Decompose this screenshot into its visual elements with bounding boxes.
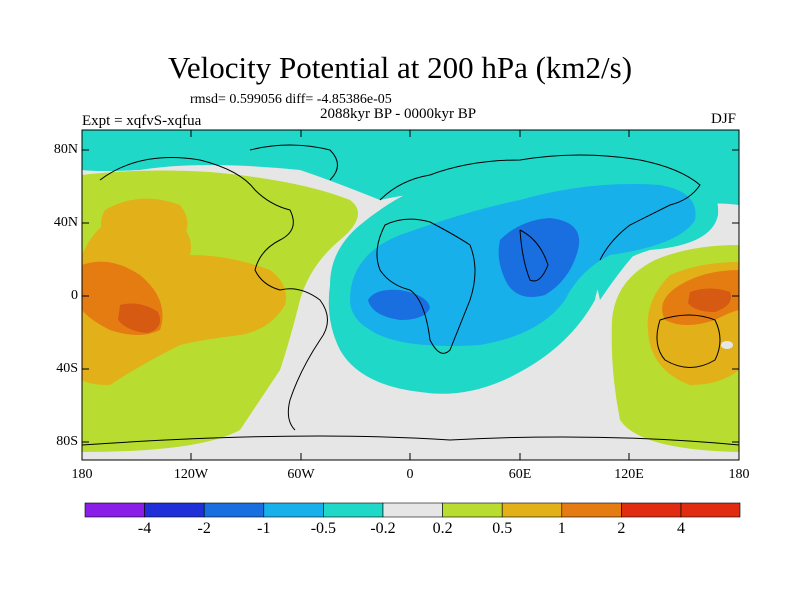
colorbar-label: -0.2 [370,520,396,537]
colorbar [84,502,741,518]
lat-label-40s: 40S [56,361,78,376]
colorbar-label: -0.5 [310,520,337,537]
lon-label-60w: 60W [287,467,315,482]
colorbar-box-6 [442,502,503,518]
pacific-positive-core [118,303,161,333]
lon-label-180e: 180 [728,467,750,482]
lon-label-180w: 180 [71,467,93,482]
colorbar-label: 4 [677,520,685,537]
maritime-positive-core [688,288,731,312]
experiment-label: Expt = xqfvS-xqfua [82,113,202,129]
lat-label-80s: 80S [56,434,78,449]
colorbar-box-9 [621,502,682,518]
map-title: Velocity Potential at 200 hPa (km2/s) [167,50,633,85]
colorbar-box-5 [382,502,443,518]
stats-text: rmsd= 0.599056 diff= -4.85386e-05 [190,92,392,107]
colorbar-box-3 [263,502,324,518]
coastlines [82,144,739,446]
colorbar-label: -4 [137,520,152,537]
colorbar-label: 0.2 [432,520,453,537]
colorbar-label: 2 [617,520,626,537]
axis-ticks [82,130,739,460]
lat-label-40n: 40N [53,215,78,230]
colorbar-label: -1 [257,520,271,537]
colorbar-box-10 [680,502,741,518]
colorbar-label: 1 [557,520,566,537]
colorbar-box-8 [561,502,622,518]
colorbar-box-7 [501,502,563,518]
colorbar-label: 0.5 [492,520,513,537]
colorbar-box-1 [144,502,205,518]
colorbar-box-0 [84,502,145,518]
pacific-positive-mid [82,210,286,385]
colorbar-box-2 [203,502,265,518]
lon-label-120e: 120E [614,467,644,482]
contour-field [82,130,739,460]
colorbar-box-4 [323,502,384,518]
lon-label-0: 0 [406,467,414,482]
negative-center-indian [498,218,580,298]
negative-center-atlantic [368,289,430,320]
season-label: DJF [711,111,737,127]
lat-label-80n: 80N [53,142,78,157]
north-pacific-positive [101,198,188,245]
lon-label-60e: 60E [508,467,532,482]
small-neutral-patch [721,341,733,349]
period-label: 2088kyr BP - 0000kyr BP [320,106,477,122]
lat-label-0: 0 [71,288,78,303]
lon-label-120w: 120W [173,467,209,482]
colorbar-label: -2 [197,520,211,537]
